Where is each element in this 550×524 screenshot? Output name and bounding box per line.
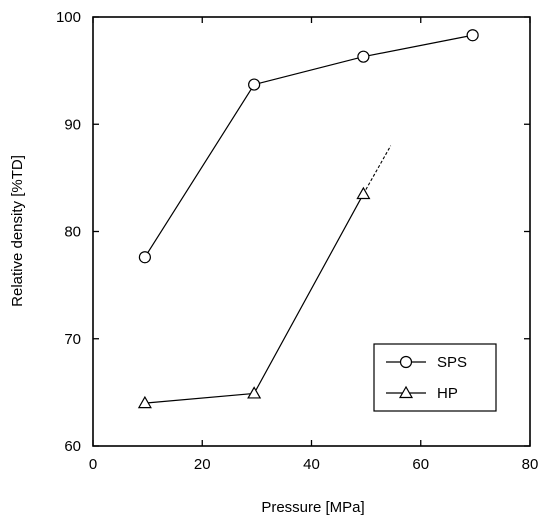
x-tick-label: 40	[303, 456, 320, 473]
series-sps-point	[466, 29, 479, 42]
legend: SPS HP	[373, 343, 497, 412]
axis-ticks: 0 20 40 60 80 60 70 80 90 100	[56, 9, 538, 473]
legend-marker-sps	[399, 355, 413, 369]
series-hp-line	[144, 193, 364, 404]
x-axis-label: Pressure [MPa]	[261, 499, 364, 516]
x-tick-label: 0	[89, 456, 97, 473]
y-tick-label: 100	[56, 9, 81, 26]
series-hp	[137, 145, 392, 409]
legend-label-hp: HP	[437, 385, 458, 402]
series-hp-point	[247, 386, 262, 399]
y-tick-label: 70	[64, 331, 81, 348]
legend-box	[373, 343, 497, 412]
x-tick-label: 20	[194, 456, 211, 473]
y-tick-label: 80	[64, 224, 81, 241]
x-tick-label: 60	[412, 456, 429, 473]
y-axis-label: Relative density [%TD]	[9, 155, 26, 307]
legend-marker-hp	[398, 385, 414, 399]
legend-label-sps: SPS	[437, 354, 467, 371]
series-sps-point	[357, 50, 370, 63]
series-sps-point	[248, 78, 261, 91]
y-tick-label: 60	[64, 438, 81, 455]
y-tick-label: 90	[64, 116, 81, 133]
x-tick-label: 80	[522, 456, 539, 473]
series-hp-point	[356, 186, 371, 200]
series-layer	[137, 29, 479, 409]
series-sps-line	[144, 34, 473, 258]
legend-item-sps: SPS	[386, 354, 467, 371]
series-sps-point	[138, 251, 151, 264]
series-sps	[138, 29, 479, 264]
legend-item-hp: HP	[386, 385, 458, 402]
series-hp-point	[137, 395, 152, 409]
series-hp-extrapolation	[362, 145, 392, 195]
